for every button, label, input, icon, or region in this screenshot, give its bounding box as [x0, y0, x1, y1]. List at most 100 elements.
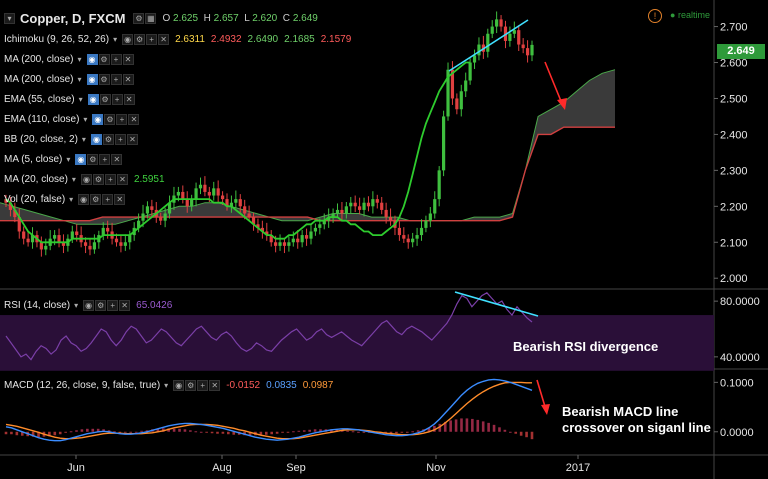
macd-histogram-bar	[400, 431, 404, 433]
senkou-span-a-line	[0, 69, 616, 225]
candle-body	[8, 202, 13, 210]
eye-icon[interactable]: ◉	[90, 133, 102, 145]
add-icon[interactable]: +	[116, 113, 128, 125]
macd-arrowhead	[541, 404, 550, 415]
symbol-title[interactable]: Copper, D, FXCM	[20, 10, 126, 26]
price-tick-label: 2.200	[720, 201, 748, 213]
chevron-down-icon[interactable]: ▾	[83, 114, 88, 124]
candle-body	[388, 217, 393, 221]
candle-body	[220, 195, 225, 200]
macd-histogram-bar	[275, 431, 279, 434]
chevron-down-icon[interactable]: ▾	[77, 74, 82, 84]
chevron-down-icon[interactable]: ▾	[69, 194, 74, 204]
collapse-icon[interactable]: ▾	[4, 12, 15, 24]
add-icon[interactable]: +	[114, 133, 126, 145]
macd-label[interactable]: MACD (12, 26, close, 9, false, true)	[4, 379, 161, 391]
eye-icon[interactable]: ◉	[92, 113, 104, 125]
settings-icon[interactable]: ⚙	[92, 173, 104, 185]
eye-icon[interactable]: ◉	[173, 379, 185, 391]
chevron-down-icon[interactable]: ▾	[66, 154, 71, 164]
indicator-label[interactable]: BB (20, close, 2)	[4, 133, 78, 145]
settings-icon[interactable]: ⚙	[98, 73, 110, 85]
settings-icon[interactable]: ⚙	[104, 113, 116, 125]
indicator-controls: ◉ ⚙ + ✕	[75, 153, 123, 165]
candle-body	[371, 199, 375, 207]
eye-icon[interactable]: ◉	[80, 173, 92, 185]
settings-icon[interactable]: ⚙	[98, 53, 110, 65]
remove-icon[interactable]: ✕	[126, 133, 138, 145]
candle-body	[39, 242, 43, 250]
add-icon[interactable]: +	[146, 33, 158, 45]
rsi-label[interactable]: RSI (14, close)	[4, 299, 71, 311]
candle-body	[229, 202, 234, 207]
eye-icon[interactable]: ◉	[75, 153, 87, 165]
indicator-legend: MA (5, close) ▾ ◉ ⚙ + ✕	[4, 150, 123, 168]
add-icon[interactable]: +	[197, 379, 209, 391]
settings-icon[interactable]: ⚙	[95, 299, 107, 311]
settings-icon[interactable]: ⚙	[99, 93, 111, 105]
settings-icon[interactable]: ⚙	[90, 193, 102, 205]
add-icon[interactable]: +	[104, 173, 116, 185]
remove-icon[interactable]: ✕	[116, 173, 128, 185]
remove-icon[interactable]: ✕	[128, 113, 140, 125]
add-icon[interactable]: +	[99, 153, 111, 165]
chevron-down-icon[interactable]: ▾	[77, 54, 82, 64]
settings-icon[interactable]: ⚙	[102, 133, 114, 145]
indicator-label[interactable]: Vol (20, false)	[4, 193, 66, 205]
macd-histogram-bar	[53, 431, 57, 436]
add-icon[interactable]: +	[107, 299, 119, 311]
candle-body	[181, 191, 185, 200]
eye-icon[interactable]: ◉	[83, 299, 95, 311]
candle-body	[296, 238, 300, 243]
add-icon[interactable]: +	[110, 73, 122, 85]
settings-icon[interactable]: ⚙	[134, 33, 146, 45]
settings-icon[interactable]: ⚙	[133, 12, 145, 24]
remove-icon[interactable]: ✕	[111, 153, 123, 165]
indicator-label[interactable]: MA (200, close)	[4, 53, 74, 65]
chevron-down-icon[interactable]: ▾	[113, 34, 118, 44]
candle-body	[167, 202, 172, 214]
remove-icon[interactable]: ✕	[158, 33, 170, 45]
remove-icon[interactable]: ✕	[119, 299, 131, 311]
indicator-label[interactable]: EMA (110, close)	[4, 113, 80, 125]
macd-histogram-bar	[259, 431, 263, 435]
add-icon[interactable]: +	[110, 53, 122, 65]
macd-histogram-bar	[465, 418, 469, 432]
eye-icon[interactable]: ◉	[122, 33, 134, 45]
remove-icon[interactable]: ✕	[123, 93, 135, 105]
macd-histogram-bar	[492, 424, 496, 432]
chevron-down-icon[interactable]: ▾	[71, 174, 76, 184]
eye-icon[interactable]: ◉	[87, 93, 99, 105]
candle-body	[472, 55, 477, 63]
settings-icon[interactable]: ⚙	[87, 153, 99, 165]
candle-body	[265, 231, 269, 236]
indicator-label[interactable]: MA (5, close)	[4, 153, 63, 165]
candle-body	[384, 209, 388, 218]
macd-value: 0.0987	[302, 379, 334, 391]
macd-histogram-bar	[454, 419, 458, 432]
remove-icon[interactable]: ✕	[114, 193, 126, 205]
indicator-label[interactable]: MA (200, close)	[4, 73, 74, 85]
eye-icon[interactable]: ◉	[86, 53, 98, 65]
add-icon[interactable]: +	[102, 193, 114, 205]
candle-body	[464, 80, 468, 92]
indicator-label[interactable]: MA (20, close)	[4, 173, 68, 185]
settings-icon[interactable]: ⚙	[185, 379, 197, 391]
candle-body	[304, 235, 309, 239]
format-icon[interactable]: ▦	[145, 12, 157, 24]
indicator-label[interactable]: Ichimoku (9, 26, 52, 26)	[4, 33, 110, 45]
remove-icon[interactable]: ✕	[209, 379, 221, 391]
eye-icon[interactable]: ◉	[86, 73, 98, 85]
indicator-label[interactable]: EMA (55, close)	[4, 93, 75, 105]
chevron-down-icon[interactable]: ▾	[164, 380, 169, 390]
chevron-down-icon[interactable]: ▾	[78, 94, 83, 104]
candle-body	[198, 184, 203, 189]
remove-icon[interactable]: ✕	[122, 73, 134, 85]
chevron-down-icon[interactable]: ▾	[81, 134, 86, 144]
remove-icon[interactable]: ✕	[122, 53, 134, 65]
macd-histogram-bar	[140, 430, 143, 432]
chevron-down-icon[interactable]: ▾	[74, 300, 79, 310]
eye-icon[interactable]: ◉	[78, 193, 90, 205]
warning-icon[interactable]: !	[648, 9, 662, 23]
add-icon[interactable]: +	[111, 93, 123, 105]
